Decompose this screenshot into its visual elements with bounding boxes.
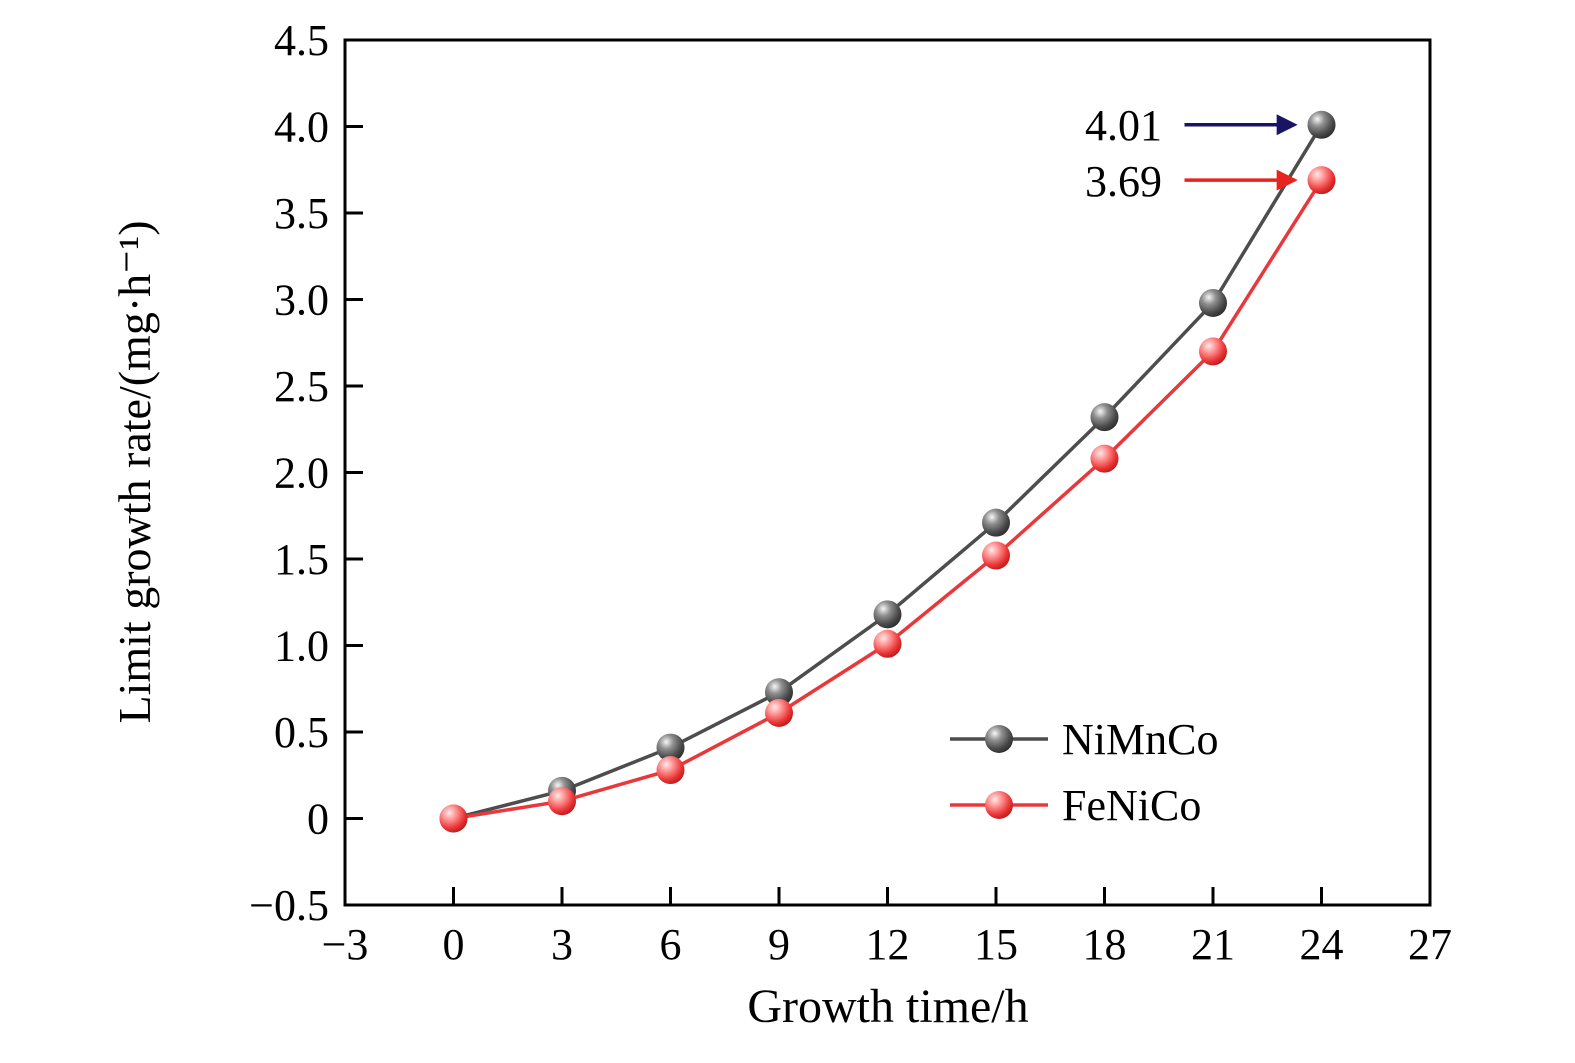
y-tick-label: 0.5 — [274, 708, 329, 757]
x-tick-label: 9 — [768, 920, 790, 969]
legend-marker-nimnco — [985, 725, 1013, 753]
x-tick-label: 0 — [443, 920, 465, 969]
y-tick-label: 4.5 — [274, 16, 329, 65]
y-tick-label: 1.5 — [274, 535, 329, 584]
data-point-nimnco — [1199, 288, 1227, 317]
y-axis-title: Limit growth rate/(mg·h⁻¹) — [109, 220, 160, 723]
plot-frame — [343, 38, 1432, 907]
y-tick-label: −0.5 — [249, 881, 329, 930]
data-point-nimnco — [765, 678, 793, 707]
annotation-value-fenico: 3.69 — [1085, 157, 1162, 206]
y-tick-label: 0 — [307, 795, 329, 844]
data-point-fenico — [656, 756, 685, 785]
x-tick-label: 3 — [551, 920, 573, 969]
data-point-nimnco — [982, 508, 1010, 537]
data-point-fenico — [1199, 337, 1227, 366]
data-point-nimnco — [1307, 110, 1336, 139]
x-tick-label: 6 — [660, 920, 682, 969]
y-tick-label: 4.0 — [274, 103, 329, 152]
x-tick-label: 21 — [1191, 920, 1235, 969]
legend-label-nimnco: NiMnCo — [1062, 715, 1218, 764]
x-tick-label: 24 — [1300, 920, 1344, 969]
y-tick-label: 3.5 — [274, 189, 329, 238]
data-point-fenico — [982, 541, 1010, 570]
legend-label-fenico: FeNiCo — [1062, 781, 1201, 830]
legend-marker-fenico — [985, 791, 1013, 819]
x-tick-label: 12 — [866, 920, 910, 969]
y-tick-label: 1.0 — [274, 622, 329, 671]
annotation-value-nimnco: 4.01 — [1085, 101, 1162, 150]
data-point-nimnco — [656, 733, 685, 762]
data-point-fenico — [765, 698, 793, 727]
data-point-nimnco — [873, 600, 902, 629]
data-point-fenico — [1307, 166, 1336, 195]
x-tick-label: −3 — [322, 920, 369, 969]
plot-layer: −3 0 3 6 9 12 15 18 21 24 27 −0.5 0 0.5 1.0 1.5 2.0 2.5 3.… — [249, 16, 1452, 969]
data-point-fenico — [439, 804, 468, 833]
data-point-fenico — [548, 787, 576, 816]
y-tick-label: 3.0 — [274, 276, 329, 325]
data-point-fenico — [873, 629, 902, 658]
x-tick-label: 27 — [1408, 920, 1452, 969]
data-point-fenico — [1090, 444, 1119, 473]
y-tick-label: 2.0 — [274, 449, 329, 498]
x-tick-label: 15 — [974, 920, 1018, 969]
data-point-nimnco — [1090, 403, 1119, 432]
y-tick-label: 2.5 — [274, 362, 329, 411]
x-axis-title: Growth time/h — [747, 980, 1028, 1033]
x-tick-label: 18 — [1083, 920, 1127, 969]
